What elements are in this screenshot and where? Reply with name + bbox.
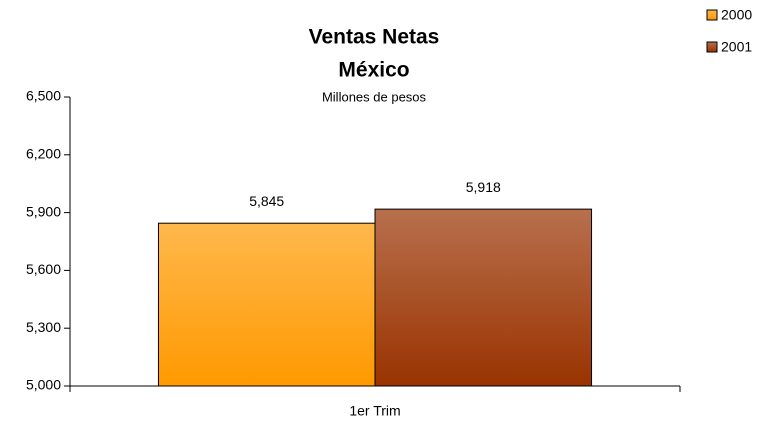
y-tick-label: 6,500 xyxy=(26,88,61,104)
legend-label: 2000 xyxy=(721,7,752,23)
legend-swatch xyxy=(706,9,718,21)
y-tick-label: 5,000 xyxy=(26,377,61,393)
y-tick-label: 6,200 xyxy=(26,146,61,162)
data-label: 5,918 xyxy=(466,179,501,195)
chart-title: Ventas Netas xyxy=(309,26,440,49)
y-tick-label: 5,600 xyxy=(26,261,61,277)
data-label: 5,845 xyxy=(249,193,284,209)
y-tick-label: 5,900 xyxy=(26,203,61,219)
legend-label: 2001 xyxy=(721,39,752,55)
bar xyxy=(157,222,376,387)
x-tick-label: 1er Trim xyxy=(349,403,400,419)
chart-title: México xyxy=(338,59,409,82)
legend-swatch xyxy=(706,41,718,53)
chart-subtitle: Millones de pesos xyxy=(322,89,427,104)
bar xyxy=(374,208,593,387)
y-tick-label: 5,300 xyxy=(26,319,61,335)
